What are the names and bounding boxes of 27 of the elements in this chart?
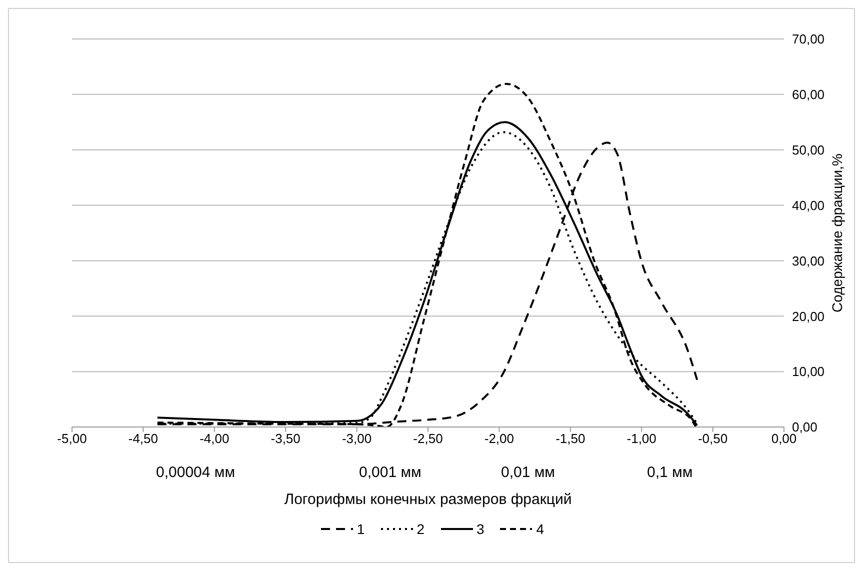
y-tick-label: 20,00 [792, 308, 825, 324]
x-tick-label: -1,00 [626, 431, 656, 446]
text: 0,001 мм [359, 464, 422, 481]
x-axis-title: Логорифмы конечных размеров фракций [283, 491, 573, 508]
text: 0,01 мм [501, 464, 555, 481]
x-tick-label: -2,50 [413, 431, 443, 446]
y-tick-label: 10,00 [792, 364, 825, 380]
x-tick-label: -2,00 [484, 431, 514, 446]
y-tick-label: 50,00 [792, 142, 825, 158]
text: 0,1 мм [647, 464, 693, 481]
x-tick-label: -4,50 [128, 431, 158, 446]
x-tick-label: -0,50 [698, 431, 728, 446]
legend-label: 1 [356, 521, 365, 537]
y-tick-label: 70,00 [792, 32, 825, 47]
legend-label: 3 [476, 521, 484, 537]
x-tick-label: -4,00 [200, 431, 230, 446]
x-tick-label: -3,00 [342, 431, 372, 446]
x-tick-label: -1,50 [556, 431, 586, 446]
legend-label: 2 [416, 521, 424, 537]
x-tick-label: -3,50 [270, 431, 300, 446]
y-tick-label: 60,00 [792, 87, 825, 102]
legend-label: 4 [536, 521, 544, 537]
y-tick-label: 40,00 [792, 198, 825, 213]
text: 0,00004 мм [156, 464, 236, 481]
y-tick-label: 30,00 [792, 253, 825, 268]
y-axis-title: Содержание фракции,% [828, 154, 845, 312]
x-tick-label: -5,00 [57, 431, 87, 446]
